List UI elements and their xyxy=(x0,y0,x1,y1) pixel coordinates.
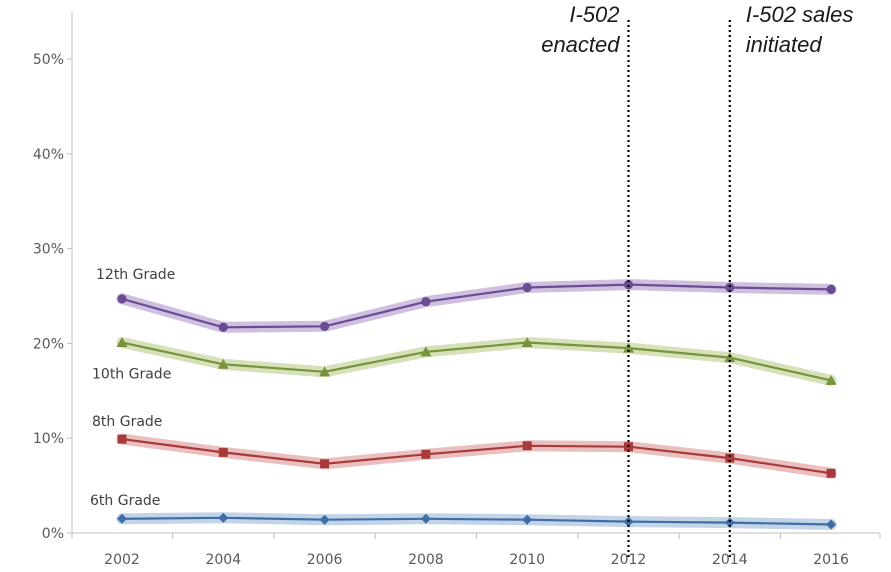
x-tick-label: 2012 xyxy=(611,552,647,568)
axes: 0% 10% 20% 30% 40% 50% 2002 2004 2006 2008 2010 201… xyxy=(33,12,881,568)
point-12th-grade xyxy=(725,282,735,293)
point-10th-grade xyxy=(116,336,128,347)
point-8th-grade xyxy=(320,459,330,469)
point-8th-grade xyxy=(826,468,836,478)
band-12th-grade xyxy=(116,279,837,333)
series-markers xyxy=(116,280,837,530)
point-12th-grade xyxy=(421,297,431,307)
event-2012-label: I-502 xyxy=(569,2,619,27)
point-12th-grade xyxy=(522,282,532,293)
series-lines xyxy=(121,283,832,526)
point-10th-grade xyxy=(623,342,634,353)
series-label-8th-grade: 8th Grade xyxy=(92,414,162,430)
line-8th-grade xyxy=(121,438,832,475)
chart-labels: 12th Grade 10th Grade 8th Grade 6th Grade I-… xyxy=(90,2,853,509)
confidence-bands xyxy=(116,279,837,530)
y-tick-label: 0% xyxy=(42,526,64,542)
point-12th-grade xyxy=(117,294,127,304)
point-6th-grade xyxy=(826,519,837,530)
point-10th-grade xyxy=(217,358,229,369)
x-tick-label: 2016 xyxy=(813,552,849,568)
point-6th-grade xyxy=(319,514,330,525)
y-tick-label: 40% xyxy=(33,147,64,163)
y-tick-label: 10% xyxy=(33,431,64,447)
point-6th-grade xyxy=(420,513,431,524)
point-8th-grade xyxy=(117,434,127,444)
point-10th-grade xyxy=(825,374,837,385)
point-8th-grade xyxy=(522,441,532,451)
line-6th-grade xyxy=(121,516,832,526)
x-tick-label: 2006 xyxy=(307,552,343,568)
point-10th-grade xyxy=(420,346,432,357)
event-2014-label: I-502 sales xyxy=(746,2,854,27)
x-tick-label: 2004 xyxy=(205,552,241,568)
series-label-6th-grade: 6th Grade xyxy=(90,493,160,509)
point-12th-grade xyxy=(218,322,228,332)
point-8th-grade xyxy=(218,447,228,457)
line-12th-grade xyxy=(121,283,832,329)
series-label-12th-grade: 12th Grade xyxy=(96,267,175,283)
point-6th-grade xyxy=(218,512,229,523)
series-label-10th-grade: 10th Grade xyxy=(92,366,171,382)
event-2014-label: initiated xyxy=(746,32,823,57)
point-10th-grade xyxy=(724,352,736,363)
point-8th-grade xyxy=(421,449,431,459)
point-6th-grade xyxy=(724,517,735,528)
line-10th-grade xyxy=(121,341,832,382)
y-tick-label: 30% xyxy=(33,242,64,258)
point-12th-grade xyxy=(623,280,634,290)
point-12th-grade xyxy=(320,321,330,331)
x-tick-label: 2008 xyxy=(408,552,444,568)
x-tick-label: 2014 xyxy=(712,552,748,568)
event-2012-label: enacted xyxy=(541,32,620,57)
point-6th-grade xyxy=(117,513,127,524)
point-12th-grade xyxy=(826,284,836,294)
band-8th-grade xyxy=(116,433,837,479)
y-tick-label: 50% xyxy=(33,52,64,68)
x-tick-label: 2010 xyxy=(509,552,545,568)
point-10th-grade xyxy=(319,366,331,377)
x-tick-label: 2002 xyxy=(104,552,140,568)
y-tick-label: 20% xyxy=(33,336,64,352)
point-10th-grade xyxy=(521,336,533,347)
point-8th-grade xyxy=(725,453,735,463)
point-6th-grade xyxy=(522,514,533,525)
